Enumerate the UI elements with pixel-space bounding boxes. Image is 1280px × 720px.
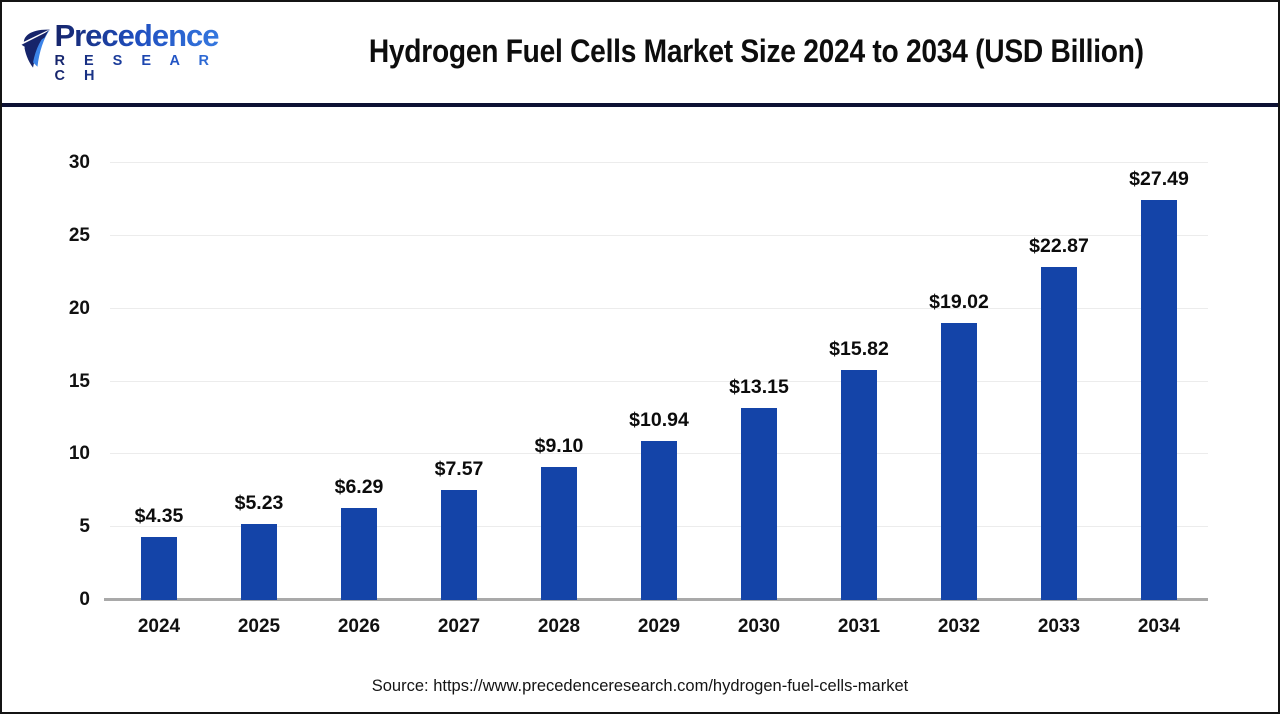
bar-2034 — [1141, 199, 1177, 600]
bar-value-2025: $5.23 — [234, 491, 284, 514]
bar-2025 — [241, 523, 277, 600]
y-axis-label-0: 0 — [79, 589, 90, 610]
bar-value-2026: $6.29 — [334, 476, 384, 499]
bar-2033 — [1041, 266, 1077, 600]
bar-value-2033: $22.87 — [1029, 234, 1089, 257]
bar-value-2034: $27.49 — [1129, 167, 1189, 190]
bar-2027 — [441, 489, 477, 600]
logo-brand: Precedence — [54, 20, 242, 51]
title-wrap: Hydrogen Fuel Cells Market Size 2024 to … — [242, 33, 1280, 70]
y-axis-label-30: 30 — [68, 152, 90, 173]
bar-value-2024: $4.35 — [134, 504, 184, 527]
gridline-20 — [110, 307, 1208, 309]
x-axis-label-2028: 2028 — [537, 616, 581, 637]
y-axis-label-15: 15 — [68, 370, 90, 392]
y-axis-label-10: 10 — [68, 443, 90, 465]
y-axis-label-5: 5 — [79, 516, 90, 538]
bar-value-2027: $7.57 — [434, 457, 484, 480]
bar-value-2030: $13.15 — [729, 376, 789, 399]
y-axis-label-25: 25 — [68, 224, 90, 246]
x-axis-label-2029: 2029 — [637, 616, 681, 637]
bar-value-2029: $10.94 — [629, 408, 689, 431]
precedence-feather-icon — [19, 29, 50, 68]
x-axis-label-2034: 2034 — [1137, 616, 1181, 637]
precedence-logo: Precedence R E S E A R C H — [0, 20, 242, 83]
bar-chart-plot: 0 5 10 15 20 25 30 $4.35 2024 $5.23 2025 $6.29 2026 $… — [69, 152, 1208, 637]
chart-title: Hydrogen Fuel Cells Market Size 2024 to … — [368, 33, 1144, 69]
x-axis-label-2027: 2027 — [437, 616, 481, 637]
gridline-15 — [110, 380, 1208, 382]
x-axis-label-2033: 2033 — [1037, 616, 1081, 637]
bar-2028 — [541, 467, 577, 600]
x-axis-label-2025: 2025 — [237, 616, 281, 637]
y-axis-label-20: 20 — [68, 297, 90, 319]
header: Precedence R E S E A R C H Hydrogen Fuel… — [0, 0, 1280, 103]
x-axis-label-2030: 2030 — [737, 616, 781, 637]
logo-text: Precedence R E S E A R C H — [54, 20, 242, 83]
bar-2029 — [641, 440, 677, 600]
x-axis-label-2024: 2024 — [137, 616, 181, 637]
logo-subtitle: R E S E A R C H — [54, 54, 242, 83]
bar-2032 — [941, 322, 977, 600]
x-axis-label-2031: 2031 — [837, 616, 881, 637]
bar-2031 — [841, 369, 877, 600]
x-axis-label-2032: 2032 — [937, 616, 981, 637]
bar-2030 — [741, 408, 777, 600]
source-text: Source: https://www.precedenceresearch.c… — [371, 677, 909, 695]
bar-value-2028: $9.10 — [534, 435, 584, 458]
bar-2024 — [141, 536, 177, 600]
bar-value-2031: $15.82 — [829, 337, 889, 360]
gridline-25 — [110, 234, 1208, 236]
gridline-30 — [110, 162, 1208, 163]
bar-value-2032: $19.02 — [929, 290, 989, 313]
bar-2026 — [341, 508, 377, 600]
x-axis-label-2026: 2026 — [337, 616, 381, 637]
header-divider — [0, 103, 1280, 107]
